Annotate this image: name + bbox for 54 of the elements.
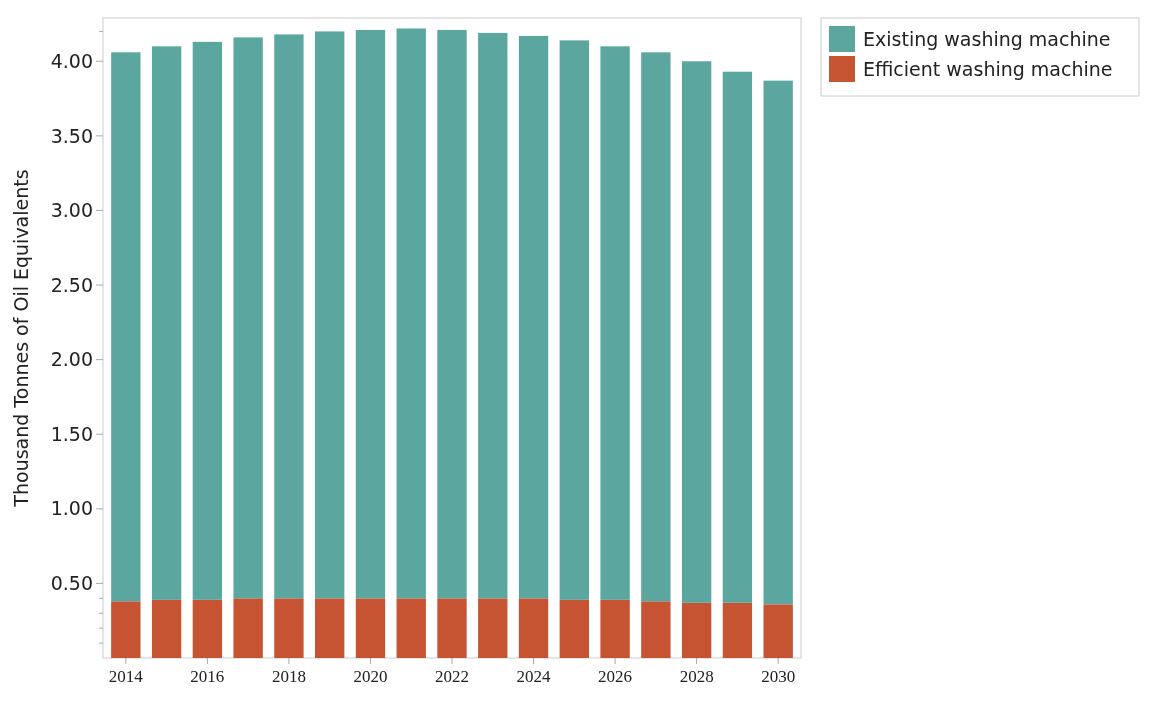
bar	[763, 604, 793, 658]
bar	[274, 34, 304, 599]
bar	[355, 29, 386, 599]
x-tick-label: 2030	[761, 667, 796, 686]
bar	[478, 32, 508, 599]
x-tick-label: 2016	[190, 667, 225, 686]
bar	[478, 598, 508, 658]
bar	[355, 598, 386, 658]
bar	[518, 598, 549, 658]
y-tick-label: 1.50	[50, 422, 93, 445]
bar	[111, 601, 141, 658]
bar	[600, 46, 630, 600]
bar	[437, 29, 467, 599]
bar	[274, 598, 304, 658]
y-tick-label: 2.00	[50, 348, 93, 371]
bar	[559, 40, 589, 600]
y-axis-title: Thousand Tonnes of Oil Equivalents	[10, 169, 32, 508]
bar	[151, 599, 182, 658]
y-tick-label: 2.50	[50, 273, 93, 296]
legend-label: Existing washing machine	[863, 27, 1111, 50]
bar	[151, 46, 182, 600]
bar	[763, 80, 793, 605]
x-tick-label: 2020	[353, 667, 388, 686]
x-tick-label: 2022	[435, 667, 469, 686]
y-tick-label: 0.50	[50, 572, 93, 595]
bar	[641, 52, 671, 602]
bar	[315, 31, 345, 599]
bar	[518, 35, 549, 599]
x-tick-label: 2014	[108, 667, 144, 686]
bar	[437, 598, 467, 658]
bar	[722, 602, 753, 658]
x-tick-label: 2026	[598, 667, 633, 686]
bar	[315, 598, 345, 658]
y-tick-label: 3.00	[50, 199, 93, 222]
bar	[192, 599, 223, 658]
x-tick-label: 2028	[679, 667, 714, 686]
x-tick-label: 2018	[271, 667, 306, 686]
bar	[681, 602, 712, 658]
bar	[681, 61, 712, 603]
bar	[600, 599, 630, 658]
y-tick-label: 3.50	[50, 124, 93, 147]
bar	[233, 598, 263, 658]
x-tick-label: 2024	[516, 667, 552, 686]
bar	[111, 52, 141, 602]
bar	[192, 41, 223, 600]
bar	[722, 71, 753, 603]
bar	[559, 599, 589, 658]
y-tick-label: 4.00	[50, 49, 93, 72]
bar	[233, 37, 263, 599]
bar	[641, 601, 671, 658]
legend-label: Efficient washing machine	[863, 57, 1113, 80]
bar	[396, 598, 426, 658]
bar	[396, 28, 426, 599]
y-tick-label: 1.00	[50, 497, 93, 520]
